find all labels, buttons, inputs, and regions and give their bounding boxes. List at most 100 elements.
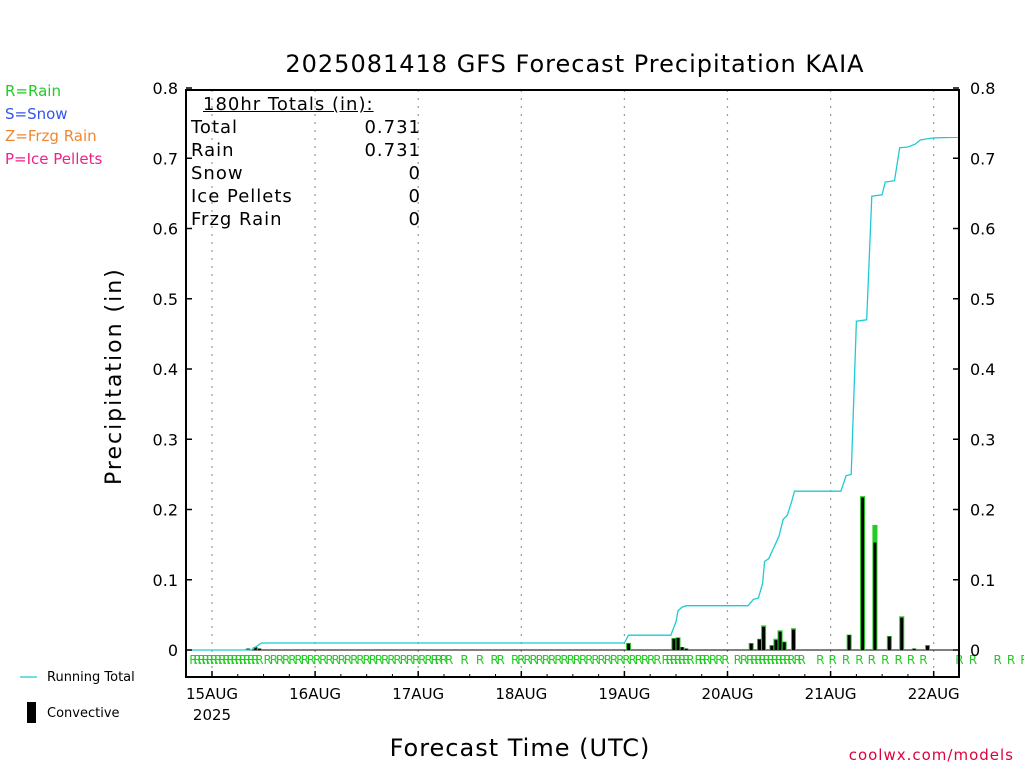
- totals-row: Frzg Rain 0: [191, 208, 421, 231]
- precip-type-mark: R: [740, 653, 748, 667]
- precip-type-mark: R: [325, 653, 333, 667]
- credit-link[interactable]: coolwx.com/models: [848, 746, 1014, 764]
- convective-bar: [847, 635, 851, 650]
- chart-grid: [186, 90, 959, 677]
- y-tick-label-right: 0.1: [970, 571, 995, 590]
- precip-type-mark: R: [868, 653, 876, 667]
- precip-type-mark: R: [198, 653, 206, 667]
- convective-bar: [778, 631, 782, 650]
- precip-type-mark: R: [567, 653, 575, 667]
- precip-type-mark: R: [440, 653, 448, 667]
- totals-row-label: Total: [191, 117, 239, 138]
- totals-rows: Total 0.731 Rain 0.731 Snow 0 Ice Pellets 0 Frzg…: [191, 116, 421, 231]
- y-tick-label: 0.2: [153, 501, 178, 520]
- precip-type-mark: R: [276, 653, 284, 667]
- precip-type-mark: R: [670, 653, 678, 667]
- convective-legend-swatch: [27, 702, 36, 723]
- precip-type-mark: R: [206, 653, 214, 667]
- convective-bar: [762, 626, 766, 650]
- convective-bar: [672, 638, 676, 650]
- precip-type-mark: R: [793, 653, 801, 667]
- running-total-legend-label: Running Total: [47, 670, 135, 685]
- x-tick-label: 17AUG: [392, 685, 444, 703]
- precip-type-mark: R: [235, 653, 243, 667]
- x-tick-label: 19AUG: [598, 685, 650, 703]
- precip-type-mark: R: [435, 653, 443, 667]
- precip-type-mark: R: [239, 653, 247, 667]
- precip-type-mark: R: [511, 653, 519, 667]
- precip-type-mark: R: [969, 653, 977, 667]
- convective-bar: [253, 647, 257, 650]
- chart-bars: [245, 496, 931, 650]
- totals-row: Snow 0: [191, 162, 421, 185]
- totals-row-value: 0: [408, 209, 421, 230]
- precip-type-mark: R: [226, 653, 234, 667]
- precip-type-mark: R: [715, 653, 723, 667]
- convective-bar: [627, 643, 631, 650]
- precip-type-mark: R: [573, 653, 581, 667]
- precip-type-mark: R: [247, 653, 255, 667]
- convective-bar: [887, 636, 891, 650]
- totals-row-label: Snow: [191, 163, 244, 184]
- chart-axes: 0 00.1 0.10.2 0.20.3 0.30.4 0.40.5 0.50.6 0.60.…: [153, 79, 996, 724]
- precip-type-mark: R: [591, 653, 599, 667]
- precip-type-mark: R: [530, 653, 538, 667]
- precip-type-mark: R: [855, 653, 863, 667]
- precip-type-mark: R: [381, 653, 389, 667]
- precip-type-mark: R: [828, 653, 836, 667]
- precip-type-mark: R: [919, 653, 927, 667]
- precip-type-mark: R: [307, 653, 315, 667]
- x-tick-year-label: 2025: [193, 706, 231, 724]
- y-tick-label-right: 0.5: [970, 290, 995, 309]
- precip-type-mark: R: [517, 653, 525, 667]
- convective-bar: [926, 645, 930, 650]
- precip-type-mark: R: [210, 653, 218, 667]
- precip-type-mark: R: [699, 653, 707, 667]
- convective-bar: [912, 648, 916, 650]
- precip-type-mark: R: [542, 653, 550, 667]
- precip-type-mark: R: [628, 653, 636, 667]
- precip-type-mark: R: [771, 653, 779, 667]
- precip-type-mark: R: [653, 653, 661, 667]
- precip-type-mark: R: [255, 653, 263, 667]
- precip-type-mark: R: [616, 653, 624, 667]
- convective-bar: [757, 639, 761, 650]
- totals-row-label: Rain: [191, 140, 235, 161]
- x-tick-label: 16AUG: [289, 685, 341, 703]
- convective-bar: [257, 648, 261, 650]
- convective-bar: [782, 642, 786, 650]
- y-tick-label-right: 0: [970, 641, 980, 660]
- running-total-line: [186, 136, 960, 651]
- precip-type-mark: R: [798, 653, 806, 667]
- precip-type-mark: R: [189, 653, 197, 667]
- totals-header: 180hr Totals (in):: [203, 94, 374, 115]
- precip-type-mark: R: [338, 653, 346, 667]
- totals-row: Rain 0.731: [191, 139, 421, 162]
- y-tick-label: 0.1: [153, 571, 178, 590]
- convective-bar: [680, 647, 684, 650]
- precip-type-mark: R: [460, 653, 468, 667]
- precip-type-mark: R: [907, 653, 915, 667]
- precip-type-mark: R: [622, 653, 630, 667]
- precip-type-mark: R: [560, 653, 568, 667]
- totals-row-label: Ice Pellets: [191, 186, 293, 207]
- convective-bar: [684, 648, 688, 650]
- precip-type-mark: R: [369, 653, 377, 667]
- y-tick-label: 0.7: [153, 149, 178, 168]
- convective-bar: [676, 638, 680, 650]
- convective-bar: [861, 497, 865, 650]
- precip-type-mark: R: [641, 653, 649, 667]
- y-tick-label: 0.3: [153, 430, 178, 449]
- y-tick-label: 0.6: [153, 220, 178, 239]
- convective-legend-label: Convective: [47, 706, 120, 721]
- precip-type-mark: R: [694, 653, 702, 667]
- convective-bar: [246, 648, 250, 650]
- totals-row-value: 0: [408, 163, 421, 184]
- precip-type-mark: R: [400, 653, 408, 667]
- y-tick-label-right: 0.8: [970, 79, 995, 98]
- precip-type-mark: R: [678, 653, 686, 667]
- precip-type-mark: R: [288, 653, 296, 667]
- precip-type-mark: R: [579, 653, 587, 667]
- y-tick-label-right: 0.3: [970, 430, 995, 449]
- totals-row: Total 0.731: [191, 116, 421, 139]
